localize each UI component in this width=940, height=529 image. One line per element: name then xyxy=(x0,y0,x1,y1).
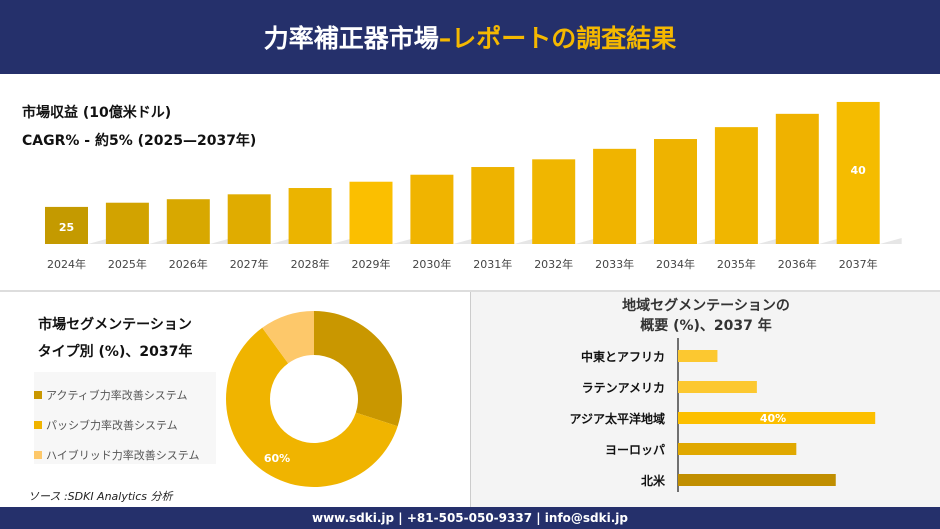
revenue-bar xyxy=(775,113,819,244)
legend-item: アクティブ力率改善システム xyxy=(34,380,216,410)
x-tick-label: 2030年 xyxy=(412,257,451,271)
data-label: 40% xyxy=(760,412,786,425)
y-tick-label: 北米 xyxy=(641,473,666,488)
data-label: 25 xyxy=(59,221,74,234)
x-tick-label: 2024年 xyxy=(47,257,86,271)
bar-shadow xyxy=(818,238,841,244)
bar-shadow xyxy=(757,238,780,244)
revenue-title: 市場収益 (10億米ドル) xyxy=(22,105,172,121)
revenue-bar xyxy=(288,188,332,244)
divider xyxy=(0,290,940,292)
legend-label: アクティブ力率改善システム xyxy=(46,389,188,402)
y-tick-label: アジア太平洋地域 xyxy=(569,411,665,426)
revenue-bar-chart: 2024年 25 2025年 2026年 2027年 2028年 2029年 2030年 203… xyxy=(45,101,902,271)
revenue-bar xyxy=(654,139,697,244)
bar-shadow xyxy=(209,238,232,244)
x-tick-label: 2036年 xyxy=(778,257,817,271)
region-title: 地域セグメンテーションの 概要 (%)、2037 年 xyxy=(622,298,790,334)
footer-contact: www.sdki.jp | +81-505-050-9337 | info@sd… xyxy=(0,507,940,529)
region-bar xyxy=(678,474,836,486)
bar-shadow xyxy=(879,238,902,244)
legend-label: パッシブ力率改善システム xyxy=(46,419,178,432)
donut-slice xyxy=(314,311,402,427)
revenue-bar xyxy=(471,167,515,244)
revenue-bar xyxy=(105,202,149,244)
revenue-bar xyxy=(532,159,576,244)
page-title: 力率補正器市場 –レポートの調査結果 xyxy=(0,0,940,74)
bar-shadow xyxy=(636,238,659,244)
bar-shadow xyxy=(148,238,171,244)
x-tick-label: 2025年 xyxy=(108,257,147,271)
x-tick-label: 2033年 xyxy=(595,257,634,271)
type-segment-panel: 市場セグメンテーション タイプ別 (%)、2037年 アクティブ力率改善システムパ… xyxy=(0,292,470,507)
donut-legend: アクティブ力率改善システム パッシブ力率改善システムハイブリッド力率改善システム xyxy=(34,372,216,464)
segment-title: 市場セグメンテーション タイプ別 (%)、2037年 xyxy=(37,317,193,360)
legend-swatch xyxy=(34,451,42,459)
legend-label: ハイブリッド力率改善システム xyxy=(46,449,200,462)
y-tick-label: ヨーロッパ xyxy=(605,443,665,457)
revenue-bar xyxy=(166,199,210,244)
donut-slice xyxy=(262,311,314,364)
market-revenue-panel: 市場収益 (10億米ドル) CAGR% - 約5% (2025—2037年) 2… xyxy=(0,74,940,290)
data-label: 60% xyxy=(264,452,290,465)
region-bar xyxy=(678,412,876,424)
revenue-bar xyxy=(227,194,271,244)
bar-shadow xyxy=(392,238,415,244)
revenue-bar xyxy=(714,127,758,244)
x-tick-label: 2028年 xyxy=(291,257,330,271)
x-tick-label: 2031年 xyxy=(473,257,512,271)
legend-item: ハイブリッド力率改善システム xyxy=(34,440,216,470)
x-tick-label: 2034年 xyxy=(656,257,695,271)
bar-shadow xyxy=(697,238,719,244)
x-tick-label: 2032年 xyxy=(534,257,573,271)
bar-shadow xyxy=(575,238,598,244)
bar-shadow xyxy=(88,238,110,244)
region-bar xyxy=(678,350,718,362)
region-bar xyxy=(678,443,797,455)
region-segment-panel: 地域セグメンテーションの 概要 (%)、2037 年 中東とアフリカ ラテンアメリカ… xyxy=(470,292,940,507)
revenue-bar xyxy=(349,181,393,244)
bar-shadow xyxy=(270,238,293,244)
x-tick-label: 2026年 xyxy=(169,257,208,271)
region-bar xyxy=(678,381,757,393)
donut-slice xyxy=(226,327,398,487)
bar-shadow xyxy=(453,238,476,244)
bar-shadow xyxy=(514,238,537,244)
x-tick-label: 2027年 xyxy=(230,257,269,271)
revenue-bar xyxy=(593,148,637,244)
y-tick-label: 中東とアフリカ xyxy=(581,349,665,364)
revenue-bar xyxy=(45,206,88,244)
data-label: 40 xyxy=(851,164,867,177)
source-text: ソース :SDKI Analytics 分析 xyxy=(28,490,173,503)
bar-shadow xyxy=(331,238,354,244)
cagr-text: CAGR% - 約5% (2025—2037年) xyxy=(22,133,257,149)
y-tick-label: ラテンアメリカ xyxy=(582,381,665,395)
revenue-bar xyxy=(410,174,454,244)
legend-item: パッシブ力率改善システム xyxy=(34,410,216,440)
type-donut-chart: 60% xyxy=(226,311,402,487)
x-tick-label: 2035年 xyxy=(717,257,756,271)
legend-swatch xyxy=(34,421,42,429)
legend-swatch xyxy=(34,391,42,399)
revenue-bar xyxy=(836,101,880,244)
x-tick-label: 2029年 xyxy=(352,257,391,271)
x-tick-label: 2037年 xyxy=(839,257,878,271)
